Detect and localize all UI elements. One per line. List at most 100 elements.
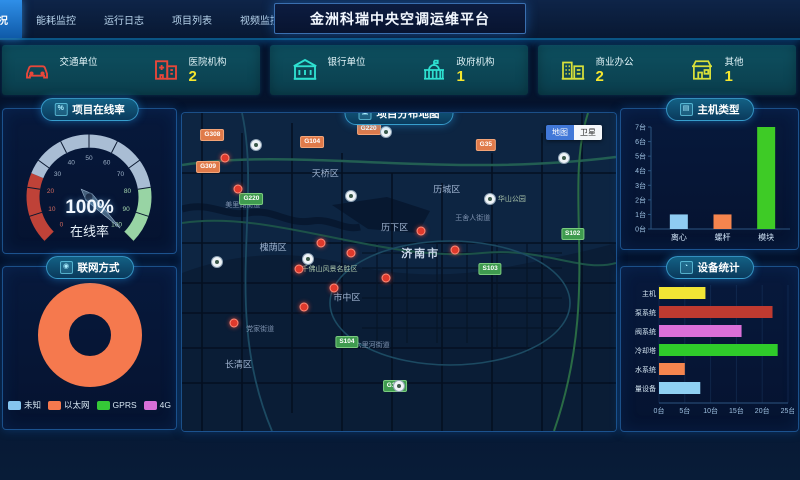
- nav-tabs: 概况 能耗监控 运行日志 项目列表 视频监控: [0, 0, 294, 38]
- map-district-label: 槐荫区: [259, 242, 287, 253]
- pie-chart-icon: ◔: [679, 261, 693, 274]
- svg-text:3台: 3台: [635, 181, 646, 190]
- legend-item-未知[interactable]: 未知: [8, 399, 41, 411]
- svg-text:螺杆: 螺杆: [715, 232, 731, 242]
- svg-text:离心: 离心: [671, 232, 687, 242]
- government-icon: [419, 55, 449, 85]
- road-badge-S104: S104: [335, 335, 359, 348]
- basemap-button-map[interactable]: 地图: [546, 125, 574, 140]
- svg-text:30: 30: [54, 171, 62, 178]
- road-badge-G220: G220: [239, 192, 264, 205]
- svg-text:80: 80: [124, 188, 132, 195]
- poi-marker[interactable]: [379, 126, 392, 139]
- top-nav: 概况 能耗监控 运行日志 项目列表 视频监控 金洲科瑞中央空调运维平台: [0, 0, 800, 40]
- svg-text:0台: 0台: [654, 406, 665, 415]
- svg-text:20: 20: [47, 188, 55, 195]
- panel-device-title: 设备统计: [697, 262, 740, 274]
- tab-3[interactable]: 运行日志: [104, 15, 144, 27]
- svg-text:25台: 25台: [781, 406, 794, 415]
- tab-1[interactable]: 概况: [0, 0, 22, 38]
- network-donut-chart: [37, 283, 142, 387]
- stat-meta: 商业办公 2: [596, 54, 648, 87]
- project-marker[interactable]: [299, 302, 309, 312]
- stat-label: 政府机构: [456, 56, 495, 68]
- map-district-label: 历城区: [433, 184, 461, 195]
- svg-text:模块: 模块: [758, 232, 774, 242]
- legend-swatch: [96, 400, 110, 410]
- road-badge-S103: S103: [478, 262, 502, 275]
- legend-label: GPRS: [112, 400, 137, 410]
- project-marker[interactable]: [381, 273, 391, 283]
- panel-map-title: 项目分布地图: [376, 112, 440, 120]
- svg-text:15台: 15台: [729, 406, 744, 415]
- poi-marker[interactable]: [557, 151, 570, 164]
- network-icon: ◉: [59, 261, 73, 274]
- stat-item: 商业办公 2: [538, 45, 667, 95]
- map-district-label: 历下区: [381, 222, 409, 233]
- legend-swatch: [143, 400, 157, 410]
- svg-text:7台: 7台: [635, 123, 646, 132]
- svg-text:2台: 2台: [635, 195, 646, 204]
- poi-marker[interactable]: [484, 192, 497, 205]
- stat-meta: 交通单位: [60, 54, 112, 86]
- poi-marker[interactable]: [393, 380, 405, 393]
- svg-text:6台: 6台: [635, 137, 646, 146]
- svg-text:5台: 5台: [679, 406, 690, 415]
- tab-4[interactable]: 项目列表: [172, 15, 212, 27]
- project-marker[interactable]: [220, 153, 230, 163]
- poi-marker[interactable]: [210, 256, 223, 269]
- stat-value: 1: [724, 67, 733, 85]
- legend-item-以太网[interactable]: 以太网: [48, 399, 90, 411]
- project-marker[interactable]: [346, 248, 356, 258]
- svg-text:量设备: 量设备: [635, 384, 656, 393]
- basemap-button-satellite[interactable]: 卫星: [574, 125, 602, 140]
- svg-text:10台: 10台: [703, 406, 718, 415]
- poi-marker[interactable]: [249, 138, 262, 151]
- legend-swatch: [48, 400, 62, 410]
- project-marker[interactable]: [316, 238, 326, 248]
- stat-item: 其他 1: [667, 45, 796, 95]
- poi-marker[interactable]: [345, 189, 358, 202]
- percent-icon: %: [54, 103, 68, 116]
- map-poi-label: 千佛山风景名胜区: [301, 265, 358, 273]
- stat-item: 银行单位: [270, 45, 399, 95]
- tab-5[interactable]: 视频监控: [240, 15, 280, 27]
- map-viewport[interactable]: 济南市 天桥区 历城区 历下区 槐荫区 市中区 长清区 美里湖街道 王舍人街道 党家街道 十六里河街…: [182, 113, 616, 431]
- legend-item-4G[interactable]: 4G: [143, 399, 171, 411]
- gauge-label: 在线率: [69, 224, 109, 239]
- svg-text:冷却塔: 冷却塔: [635, 346, 656, 355]
- project-marker[interactable]: [294, 264, 304, 274]
- stat-value: [328, 68, 380, 86]
- page-title: 金洲科瑞中央空调运维平台: [274, 3, 526, 34]
- map-street-label: 王舍人街道: [455, 214, 491, 222]
- project-marker[interactable]: [229, 318, 239, 328]
- network-legend: 未知 以太网 GPRS 4G: [3, 399, 176, 411]
- stat-meta: 其他 1: [725, 54, 777, 87]
- panel-host-title: 主机类型: [697, 104, 740, 116]
- stat-meta: 政府机构 1: [457, 54, 509, 87]
- svg-text:主机: 主机: [642, 289, 656, 298]
- stat-card: 银行单位 政府机构 1: [270, 45, 528, 95]
- stat-meta: 医院机构 2: [189, 54, 241, 87]
- shop-icon: [687, 55, 717, 85]
- road-badge-G35: G35: [475, 138, 496, 151]
- poi-marker[interactable]: [301, 253, 314, 266]
- svg-text:水系统: 水系统: [635, 365, 656, 374]
- tab-2[interactable]: 能耗监控: [36, 15, 76, 27]
- map-street-label: 十六里河街道: [347, 342, 390, 350]
- project-marker[interactable]: [233, 184, 243, 194]
- svg-text:10: 10: [48, 206, 56, 213]
- svg-text:40: 40: [68, 159, 76, 166]
- legend-item-GPRS[interactable]: GPRS: [96, 399, 137, 411]
- project-marker[interactable]: [416, 226, 426, 236]
- svg-text:泵系统: 泵系统: [635, 308, 656, 317]
- stat-label: 商业办公: [595, 56, 634, 68]
- project-marker[interactable]: [450, 245, 460, 255]
- panel-project-map: ▣ 项目分布地图 济南市 天桥: [181, 112, 617, 432]
- stat-cards: 交通单位 医院机构 2 银行单位 政府机构 1 商业办公 2 其他 1: [2, 45, 796, 95]
- gauge-value: 100%: [65, 197, 114, 218]
- car-icon: [22, 55, 52, 85]
- project-marker[interactable]: [329, 283, 339, 293]
